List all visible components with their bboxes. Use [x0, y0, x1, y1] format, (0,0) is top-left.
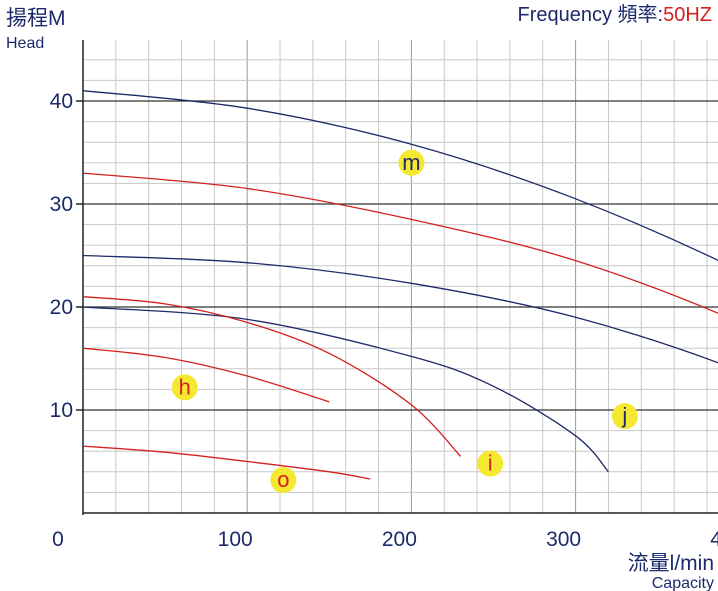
frequency-label-text: Frequency 頻率: — [517, 3, 663, 26]
curve-l — [82, 172, 718, 314]
curve-label-h: h — [179, 374, 191, 399]
y-tick-label: 10 — [50, 399, 73, 422]
frequency-label: Frequency 頻率:50HZ — [517, 3, 712, 26]
curve-j — [82, 306, 609, 473]
x-tick-label: 0 — [52, 528, 64, 551]
curve-label-marker-o — [270, 467, 297, 494]
x-tick-label: 400 — [710, 528, 718, 551]
curve-label-i: i — [488, 451, 493, 476]
curve-label-o: o — [277, 467, 289, 492]
curves — [82, 90, 718, 480]
frequency-value: 50HZ — [663, 4, 712, 26]
y-tick-label: 30 — [50, 193, 73, 216]
curve-labels: mlkjiho — [171, 149, 638, 494]
y-tick-label: 40 — [50, 90, 73, 113]
curve-o — [82, 445, 371, 480]
y-tick-label: 20 — [50, 296, 73, 319]
x-tick-label: 200 — [382, 528, 417, 551]
axes: 102030400100200300400500600700 — [50, 40, 718, 551]
curve-label-marker-i — [477, 450, 504, 477]
curve-m — [82, 90, 718, 262]
x-axis-label: 流量l/min — [628, 552, 714, 575]
curve-label-marker-h — [171, 374, 198, 401]
curve-k — [82, 254, 718, 364]
curve-i — [82, 296, 462, 457]
curve-label-j: j — [621, 403, 627, 428]
curve-label-marker-m — [398, 149, 425, 176]
curve-h — [82, 347, 330, 403]
x-axis-sublabel: Capacity — [652, 575, 714, 591]
y-axis-label: 揚程M — [6, 7, 66, 30]
y-axis-sublabel: Head — [6, 35, 44, 52]
x-tick-label: 100 — [218, 528, 253, 551]
curve-label-m: m — [402, 150, 420, 175]
x-tick-label: 300 — [546, 528, 581, 551]
curve-label-marker-j — [611, 403, 638, 430]
grid — [83, 40, 718, 513]
